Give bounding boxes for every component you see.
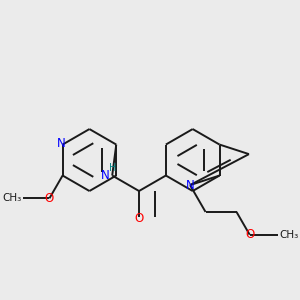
- Text: CH₃: CH₃: [279, 230, 298, 240]
- Text: CH₃: CH₃: [2, 193, 22, 203]
- Text: O: O: [134, 212, 144, 225]
- Text: N: N: [101, 169, 110, 182]
- Text: N: N: [186, 178, 194, 192]
- Text: O: O: [45, 192, 54, 205]
- Text: H: H: [109, 163, 116, 173]
- Text: O: O: [245, 228, 254, 241]
- Text: N: N: [57, 136, 65, 150]
